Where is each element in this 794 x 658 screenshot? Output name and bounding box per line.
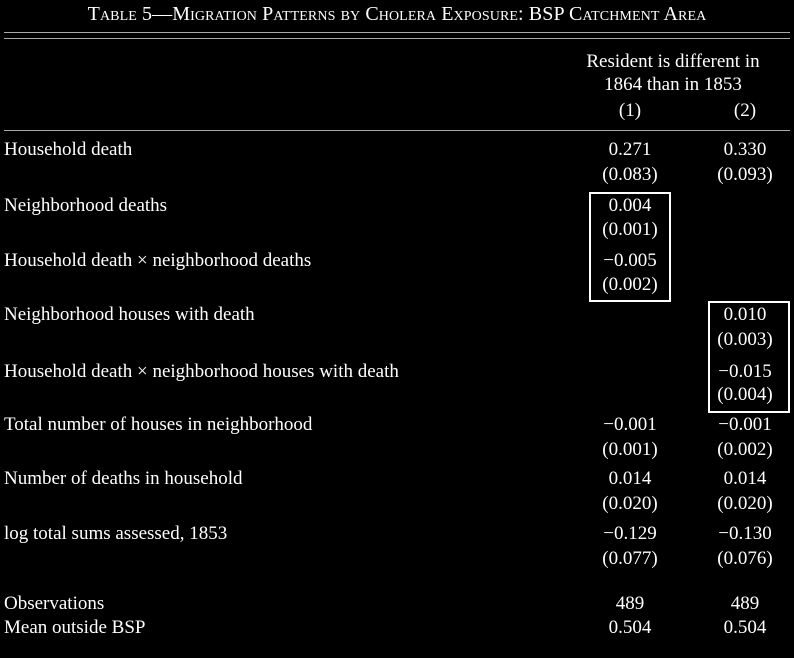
row-label: Neighborhood deaths bbox=[4, 195, 168, 216]
row-se-col2: (0.002) bbox=[717, 439, 773, 460]
row-coef-col2: 0.014 bbox=[723, 468, 767, 489]
highlight-box-col1 bbox=[589, 192, 671, 302]
column-group-header: Resident is different in 1864 than in 18… bbox=[560, 50, 786, 96]
footer-observations-col1: 489 bbox=[615, 593, 645, 614]
row-coef-col2: 0.010 bbox=[723, 304, 767, 325]
row-label: Household death bbox=[4, 139, 133, 160]
row-se-col2: (0.003) bbox=[717, 329, 773, 350]
row-label: Total number of houses in neighborhood bbox=[4, 414, 313, 435]
row-se-col1: (0.020) bbox=[602, 493, 658, 514]
row-coef-col2: −0.130 bbox=[718, 523, 772, 544]
row-coef-col1: −0.129 bbox=[603, 523, 657, 544]
row-coef-col2: 0.330 bbox=[723, 139, 767, 160]
footer-label-mean: Mean outside BSP bbox=[4, 617, 146, 638]
row-se-col1: (0.002) bbox=[602, 274, 658, 295]
top-rule-second bbox=[4, 38, 790, 39]
column-group-header-line2: 1864 than in 1853 bbox=[604, 74, 742, 95]
row-label: Household death × neighborhood deaths bbox=[4, 250, 312, 271]
row-coef-col1: 0.271 bbox=[608, 139, 652, 160]
column-1-header: (1) bbox=[618, 100, 642, 121]
row-label: Neighborhood houses with death bbox=[4, 304, 255, 325]
footer-label-observations: Observations bbox=[4, 593, 105, 614]
highlight-box-col2 bbox=[708, 301, 790, 413]
column-group-header-line1: Resident is different in bbox=[586, 51, 760, 72]
row-se-col1: (0.001) bbox=[602, 439, 658, 460]
header-rule bbox=[4, 130, 790, 131]
row-se-col2: (0.020) bbox=[717, 493, 773, 514]
footer-observations-col2: 489 bbox=[730, 593, 760, 614]
column-2-header: (2) bbox=[733, 100, 757, 121]
row-se-col1: (0.077) bbox=[602, 548, 658, 569]
row-coef-col2: −0.015 bbox=[718, 361, 772, 382]
row-se-col1: (0.083) bbox=[602, 164, 658, 185]
row-coef-col1: 0.014 bbox=[608, 468, 652, 489]
row-label: log total sums assessed, 1853 bbox=[4, 523, 228, 544]
row-label: Household death × neighborhood houses wi… bbox=[4, 361, 399, 382]
row-coef-col1: 0.004 bbox=[608, 195, 652, 216]
row-coef-col1: −0.005 bbox=[603, 250, 657, 271]
row-se-col2: (0.076) bbox=[717, 548, 773, 569]
footer-mean-col1: 0.504 bbox=[608, 617, 652, 638]
row-coef-col1: −0.001 bbox=[603, 414, 657, 435]
footer-mean-col2: 0.504 bbox=[723, 617, 767, 638]
row-coef-col2: −0.001 bbox=[718, 414, 772, 435]
row-label: Number of deaths in household bbox=[4, 468, 243, 489]
row-se-col1: (0.001) bbox=[602, 219, 658, 240]
top-rule bbox=[4, 32, 790, 33]
row-se-col2: (0.093) bbox=[717, 164, 773, 185]
table-title: Table 5—Migration Patterns by Cholera Ex… bbox=[87, 3, 707, 25]
row-se-col2: (0.004) bbox=[717, 384, 773, 405]
